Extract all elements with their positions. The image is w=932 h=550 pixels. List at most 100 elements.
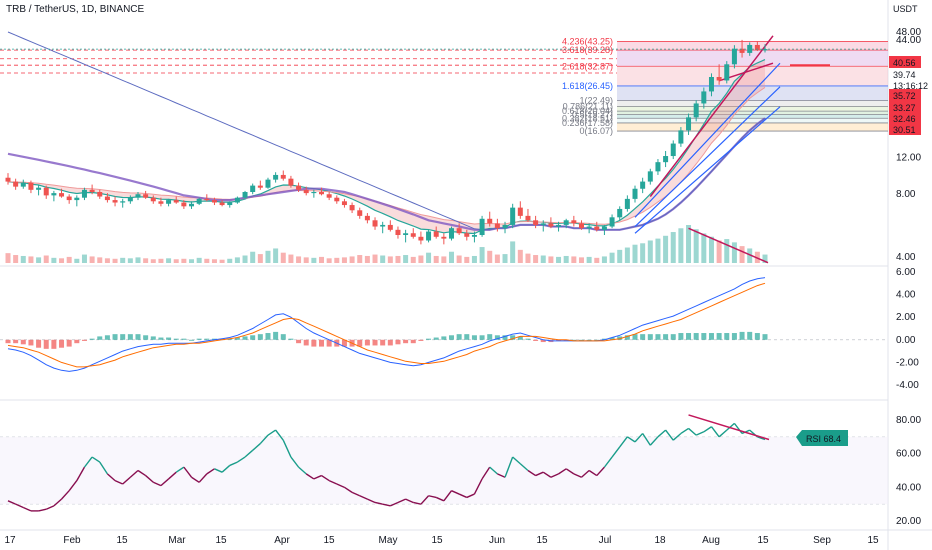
rsi-segment	[473, 478, 483, 495]
macd-histogram-bar	[517, 336, 523, 340]
macd-histogram-bar	[464, 334, 470, 340]
volume-bar	[150, 259, 156, 263]
rsi-segment	[175, 466, 185, 473]
candle-body	[273, 174, 279, 180]
candle-body	[257, 185, 263, 188]
macd-histogram-bar	[357, 339, 363, 347]
fib-band	[617, 66, 888, 86]
macd-histogram-bar	[104, 335, 110, 340]
macd-axis-tick: 6.00	[896, 267, 916, 278]
volume-bar	[219, 259, 225, 263]
time-axis-tick: Mar	[168, 535, 186, 546]
candle-body	[127, 197, 133, 202]
rsi-segment	[611, 446, 621, 458]
macd-histogram-bar	[556, 339, 562, 341]
macd-histogram-bar	[189, 339, 195, 341]
rsi-segment	[733, 422, 743, 434]
candle-body	[678, 130, 684, 144]
volume-bar	[686, 225, 692, 263]
volume-bar	[104, 258, 110, 263]
price-badge	[889, 89, 921, 101]
rsi-segment	[451, 490, 460, 495]
macd-histogram-bar	[28, 339, 34, 346]
rsi-segment	[710, 426, 720, 438]
fib-band	[617, 41, 888, 51]
price-badge	[889, 68, 921, 80]
candle-body	[663, 156, 669, 163]
volume-bar	[609, 252, 615, 263]
volume-bar	[341, 257, 347, 263]
volume-bar	[227, 258, 233, 263]
rsi-segment	[252, 443, 261, 451]
macd-histogram-bar	[525, 338, 531, 340]
volume-bar	[563, 255, 569, 263]
rsi-axis-tick: 80.00	[896, 415, 921, 426]
candle-body	[441, 236, 447, 239]
candle-body	[166, 200, 172, 204]
fib-band	[617, 118, 888, 123]
rsi-segment	[642, 433, 651, 446]
time-axis-tick: 15	[215, 535, 227, 546]
candle-body	[288, 178, 294, 186]
candle-body	[211, 200, 217, 203]
volume-bar	[43, 255, 49, 263]
rsi-segment	[596, 466, 605, 477]
rsi-segment	[168, 471, 177, 480]
rsi-segment	[565, 468, 575, 475]
rsi-segment	[420, 495, 430, 505]
volume-bar	[487, 250, 493, 263]
fib-band	[617, 100, 888, 107]
rsi-segment	[413, 501, 422, 505]
candle-body	[357, 210, 363, 216]
rsi-segment	[603, 456, 613, 468]
rsi-segment	[374, 501, 383, 505]
candle-body	[617, 208, 623, 218]
macd-histogram-bar	[747, 331, 753, 340]
price-axis-tick: 48.00	[896, 27, 921, 38]
macd-histogram-bar	[456, 334, 462, 340]
macd-histogram-bar	[533, 339, 539, 341]
volume-bar	[127, 258, 133, 263]
volume-bar	[36, 257, 42, 263]
chart-title: TRB / TetherUS, 1D, BINANCE	[6, 4, 145, 15]
volume-bar	[319, 256, 325, 263]
candle-body	[609, 217, 615, 227]
price-badge	[889, 79, 921, 91]
rsi-axis-tick: 60.00	[896, 449, 921, 460]
price-badge-label: 30.51	[893, 125, 916, 135]
rsi-segment	[504, 456, 514, 478]
candle-body	[66, 196, 72, 201]
candle-body	[334, 197, 340, 202]
price-badge	[889, 101, 921, 113]
macd-axis-tick: 0.00	[896, 335, 916, 346]
rsi-segment	[229, 461, 238, 467]
candle-body	[242, 192, 248, 198]
candle-body	[120, 201, 126, 203]
candle-body	[395, 229, 401, 236]
rsi-segment	[558, 468, 567, 475]
volume-trend-line	[688, 227, 769, 264]
macd-histogram-bar	[693, 333, 699, 340]
macd-histogram-bar	[234, 337, 240, 340]
fib-label: 1.618(26.45)	[562, 81, 613, 91]
ma-long-line	[7, 31, 766, 231]
price-badge-label: 39.74	[893, 70, 916, 80]
macd-histogram-bar	[173, 338, 179, 340]
macd-histogram-bar	[471, 335, 477, 340]
volume-bar	[273, 248, 279, 263]
rsi-segment	[481, 466, 491, 480]
volume-bar	[380, 255, 386, 263]
volume-bar	[418, 255, 424, 263]
candle-body	[464, 233, 470, 237]
rsi-segment	[573, 473, 582, 478]
time-axis-tick: Sep	[813, 535, 831, 546]
macd-histogram-bar	[563, 339, 569, 341]
macd-histogram-bar	[227, 338, 233, 340]
volume-bar	[166, 258, 172, 263]
volume-bar	[693, 229, 699, 263]
candle-body	[349, 205, 355, 211]
rsi-segment	[680, 427, 689, 435]
volume-bar	[540, 255, 546, 263]
volume-bar	[510, 241, 516, 263]
macd-histogram-bar	[448, 335, 454, 340]
